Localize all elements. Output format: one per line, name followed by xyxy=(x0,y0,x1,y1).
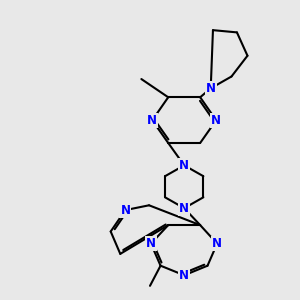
Text: N: N xyxy=(179,269,189,282)
Text: N: N xyxy=(211,114,221,127)
Text: N: N xyxy=(179,159,189,172)
Text: N: N xyxy=(206,82,216,95)
Text: N: N xyxy=(147,114,157,127)
Text: N: N xyxy=(146,237,156,250)
Text: N: N xyxy=(120,204,130,217)
Text: N: N xyxy=(212,237,222,250)
Text: N: N xyxy=(179,202,189,215)
